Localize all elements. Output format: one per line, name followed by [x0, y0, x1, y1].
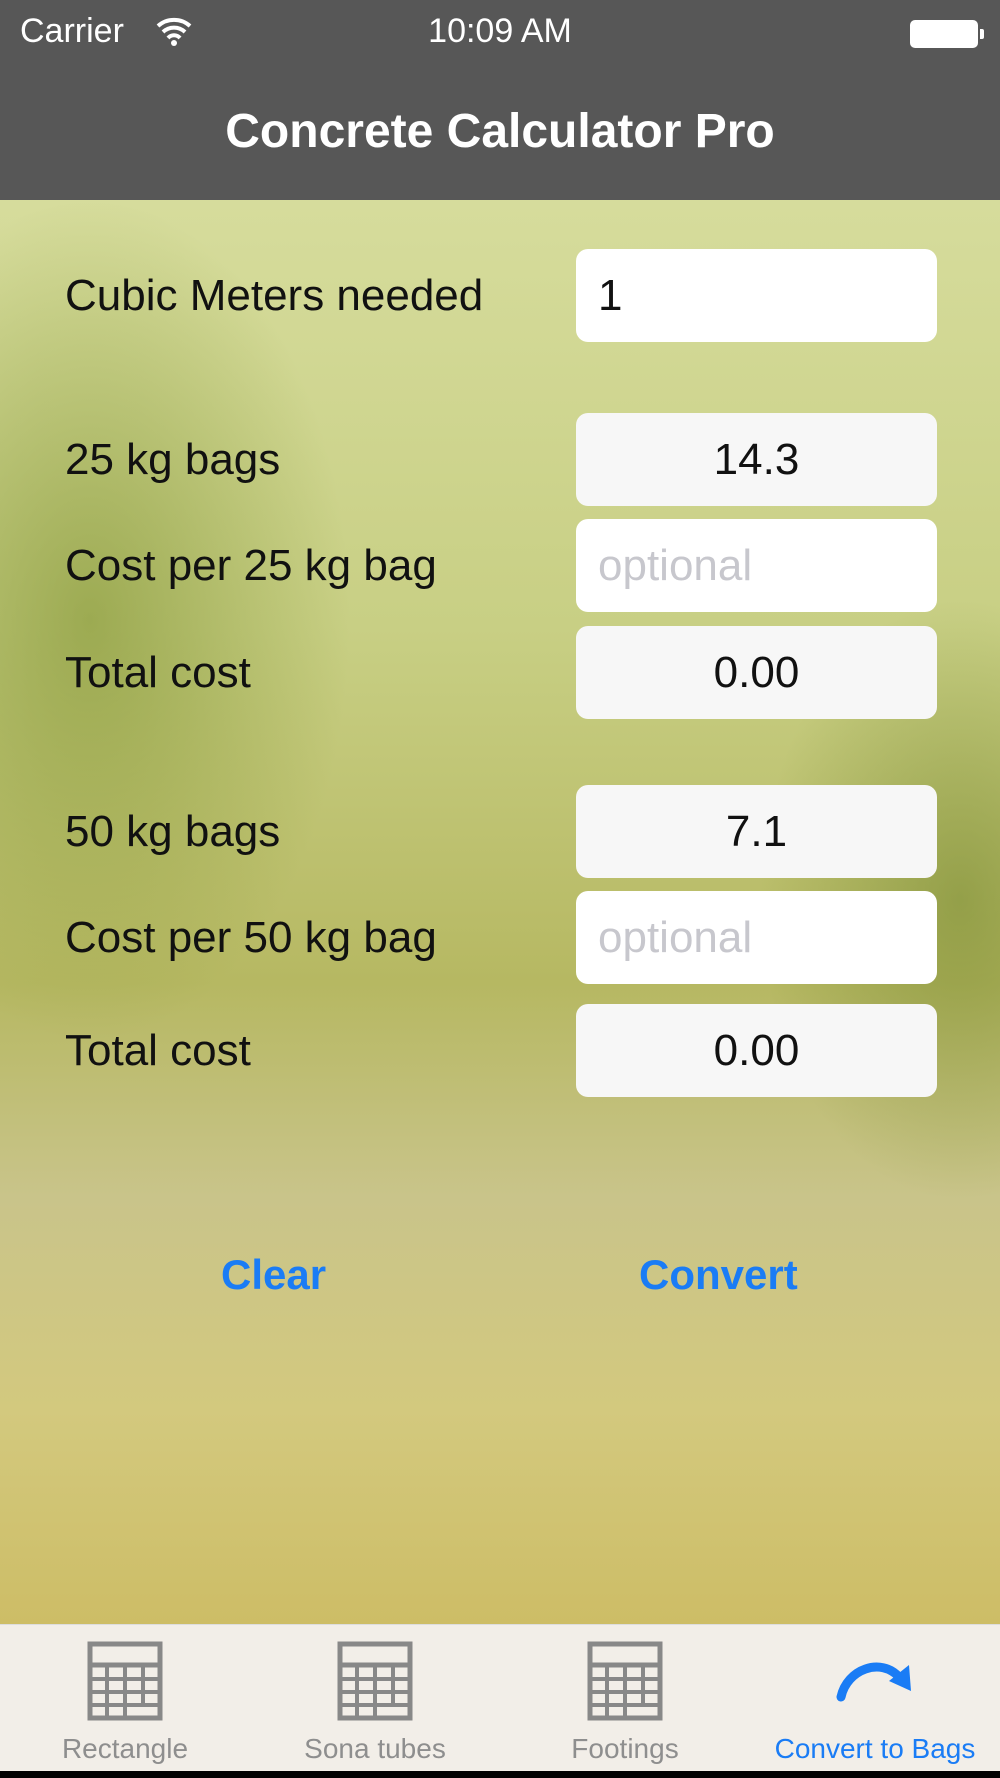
calculator-icon — [337, 1641, 413, 1721]
bags25-row: 25 kg bags — [0, 413, 1000, 506]
total50-label: Total cost — [65, 1026, 251, 1075]
battery-icon — [910, 20, 984, 48]
clear-button[interactable]: Clear — [215, 1250, 332, 1300]
total50-output — [576, 1004, 937, 1097]
convert-button[interactable]: Convert — [633, 1250, 804, 1300]
total50-row: Total cost — [0, 1004, 1000, 1097]
cost50-input[interactable] — [576, 891, 937, 984]
cost25-row: Cost per 25 kg bag — [0, 519, 1000, 612]
cost25-input[interactable] — [576, 519, 937, 612]
bags25-output — [576, 413, 937, 506]
clock: 10:09 AM — [428, 12, 572, 50]
tab-label: Sona tubes — [304, 1733, 446, 1764]
total25-row: Total cost — [0, 626, 1000, 719]
bags50-output — [576, 785, 937, 878]
tab-label: Rectangle — [61, 1733, 189, 1764]
calculator-form: Cubic Meters needed 25 kg bags Cost per … — [0, 200, 1000, 1624]
cubic-meters-input[interactable] — [576, 249, 937, 342]
cost25-label: Cost per 25 kg bag — [65, 541, 437, 590]
carrier-label: Carrier — [20, 12, 124, 50]
redo-arrow-icon — [836, 1662, 911, 1702]
bags50-label: 50 kg bags — [65, 807, 281, 856]
header: Carrier 10:09 AM Concrete Calculator Pro — [0, 0, 1000, 200]
tab-sona-tubes[interactable]: Sona tubes — [250, 1625, 500, 1771]
cubic-meters-row: Cubic Meters needed — [0, 249, 1000, 342]
calculator-icon — [587, 1641, 663, 1721]
cost50-label: Cost per 50 kg bag — [65, 913, 437, 962]
total25-label: Total cost — [65, 648, 251, 697]
tab-label: Convert to Bags — [774, 1733, 976, 1764]
tab-footings[interactable]: Footings — [500, 1625, 750, 1771]
bags50-row: 50 kg bags — [0, 785, 1000, 878]
bags25-label: 25 kg bags — [65, 435, 281, 484]
page-title: Concrete Calculator Pro — [225, 105, 775, 158]
tab-convert-to-bags[interactable]: Convert to Bags — [750, 1625, 1000, 1771]
tab-rectangle[interactable]: Rectangle — [0, 1625, 250, 1771]
total25-output — [576, 626, 937, 719]
cost50-row: Cost per 50 kg bag — [0, 891, 1000, 984]
cubic-meters-label: Cubic Meters needed — [65, 271, 484, 320]
wifi-icon — [156, 17, 192, 46]
calculator-icon — [87, 1641, 163, 1721]
tab-bar: Rectangle Sona tubes Footings Convert to… — [0, 1624, 1000, 1771]
tab-label: Footings — [571, 1733, 679, 1764]
